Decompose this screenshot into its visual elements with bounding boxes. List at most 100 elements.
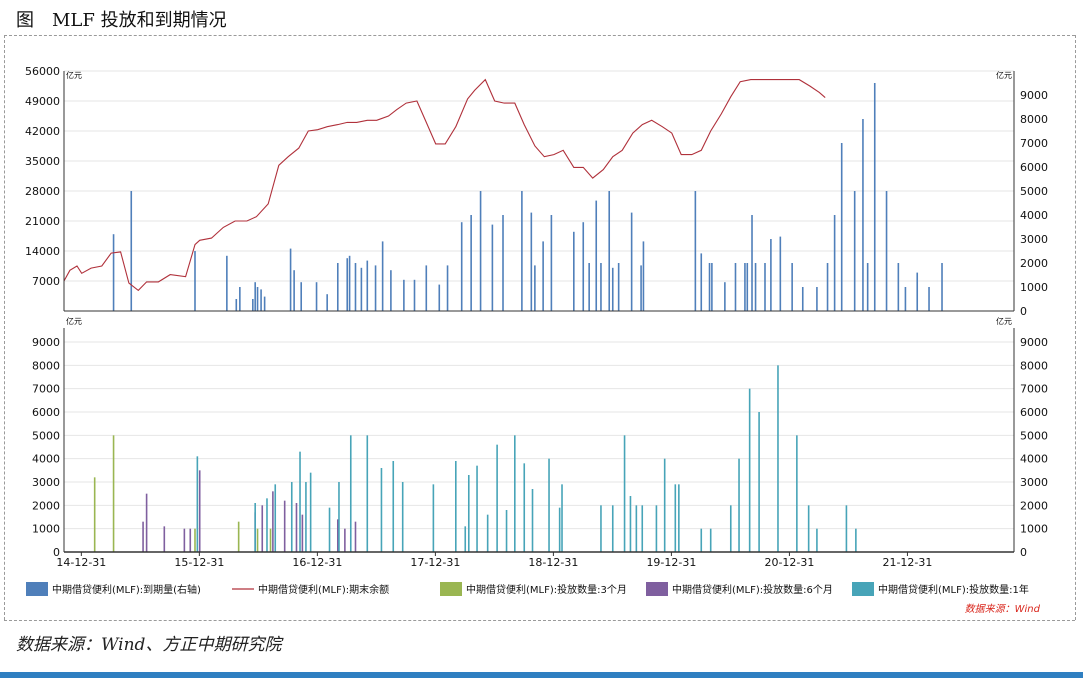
chart-source-note: 数据来源：Wind xyxy=(965,603,1041,615)
maturity-bar xyxy=(873,83,876,311)
maturity-bar xyxy=(801,287,804,311)
x-tick-label: 18-12-31 xyxy=(528,556,578,569)
maturity-bar xyxy=(862,119,864,311)
bottom-gridlines xyxy=(64,341,1014,530)
maturity-bar xyxy=(470,215,472,311)
bottom-right-tick: 2000 xyxy=(1020,499,1048,512)
issuance-bar-3 xyxy=(758,412,760,552)
bottom-left-tick: 4000 xyxy=(32,453,60,466)
legend-label: 中期借贷便利(MLF):投放数量:1年 xyxy=(878,583,1029,596)
issuance-bar-1 xyxy=(194,528,196,552)
issuance-bar-3 xyxy=(290,482,293,552)
top-right-tick: 6000 xyxy=(1020,161,1048,174)
maturity-bar xyxy=(595,200,598,311)
issuance-bar-3 xyxy=(523,463,526,552)
issuance-bar-3 xyxy=(505,510,508,552)
maturity-bar xyxy=(751,215,753,311)
bottom-right-unit: 亿元 xyxy=(996,316,1012,326)
bottom-left-tick: 6000 xyxy=(32,406,60,419)
maturity-bar xyxy=(734,263,737,311)
issuance-bar-2 xyxy=(142,521,144,552)
issuance-bar-3 xyxy=(558,507,561,552)
legend-label: 中期借贷便利(MLF):到期量(右轴) xyxy=(52,583,201,596)
x-tick-label: 14-12-31 xyxy=(56,556,106,569)
issuance-bar-2 xyxy=(344,528,346,552)
maturity-bar xyxy=(791,263,793,311)
issuance-bar-3 xyxy=(392,461,395,552)
maturity-bar xyxy=(640,265,642,311)
maturity-bar xyxy=(438,284,441,311)
issuance-bar-3 xyxy=(380,468,383,552)
issuance-bar-3 xyxy=(486,514,489,552)
legend-swatch xyxy=(852,582,874,596)
top-right-tick: 8000 xyxy=(1020,113,1048,126)
bottom-left-unit: 亿元 xyxy=(66,316,82,326)
top-left-tick: 28000 xyxy=(25,185,60,198)
top-left-unit: 亿元 xyxy=(66,70,82,80)
issuance-bar-3 xyxy=(531,489,534,552)
maturity-bar xyxy=(239,287,241,311)
bottom-right-tick: 8000 xyxy=(1020,359,1048,372)
issuance-bar-2 xyxy=(198,470,201,552)
maturity-bar xyxy=(235,299,238,311)
top-right-tick: 7000 xyxy=(1020,137,1048,150)
bottom-right-tick: 6000 xyxy=(1020,406,1048,419)
issuance-bar-3 xyxy=(338,482,340,552)
bottom-right-tick: 5000 xyxy=(1020,429,1048,442)
issuance-bar-3 xyxy=(401,482,404,552)
maturity-bar xyxy=(885,191,888,311)
maturity-bar xyxy=(360,267,363,311)
issuance-bar-2 xyxy=(301,514,304,552)
frame-bottom-border xyxy=(4,620,1075,621)
maturity-bar xyxy=(611,267,614,311)
legend: 中期借贷便利(MLF):到期量(右轴) 中期借贷便利(MLF):期末余额 中期借贷便… xyxy=(26,582,1029,596)
top-left-tick: 35000 xyxy=(25,155,60,168)
frame-left-border xyxy=(4,35,5,620)
maturity-bar xyxy=(374,265,377,311)
maturity-bar xyxy=(260,289,262,311)
legend-swatch xyxy=(440,582,462,596)
maturity-bar xyxy=(764,263,766,311)
issuance-bar-2 xyxy=(183,528,186,552)
top-left-tick: 49000 xyxy=(25,95,60,108)
top-maturity-bars xyxy=(112,83,943,311)
maturity-bar xyxy=(502,215,504,311)
maturity-bar xyxy=(381,241,384,311)
issuance-bar-3 xyxy=(196,456,199,552)
top-right-unit: 亿元 xyxy=(996,70,1012,80)
issuance-bar-1 xyxy=(93,477,96,552)
bottom-right-tick: 7000 xyxy=(1020,383,1048,396)
maturity-bar xyxy=(289,248,292,311)
issuance-bar-3 xyxy=(674,484,677,552)
mlf-balance-line xyxy=(63,78,826,292)
issuance-bar-3 xyxy=(845,505,848,552)
legend-label: 中期借贷便利(MLF):投放数量:6个月 xyxy=(672,583,833,596)
maturity-bar xyxy=(700,253,703,311)
maturity-bar xyxy=(600,263,602,311)
issuance-bar-3 xyxy=(266,498,268,552)
issuance-bar-1 xyxy=(112,435,115,552)
maturity-bar xyxy=(582,222,585,311)
bottom-right-tick-labels: 0 1000 2000 3000 4000 5000 6000 7000 8000 9000 xyxy=(1020,336,1048,559)
issuance-bar-2 xyxy=(145,493,148,552)
top-left-tick: 7000 xyxy=(32,275,60,288)
maturity-bar xyxy=(840,143,843,311)
maturity-bar xyxy=(521,191,523,311)
issuance-bar-3 xyxy=(328,507,331,552)
issuance-bar-2 xyxy=(354,521,357,552)
maturity-bar xyxy=(346,258,349,311)
maturity-bar xyxy=(630,212,633,311)
top-right-tick: 1000 xyxy=(1020,281,1048,294)
maturity-bar xyxy=(904,287,907,311)
maturity-bar xyxy=(348,255,351,311)
issuance-bar-2 xyxy=(283,500,286,552)
issuance-bar-3 xyxy=(678,484,680,552)
issuance-bar-3 xyxy=(855,528,857,552)
issuance-bar-3 xyxy=(600,505,602,552)
top-left-tick-labels: 7000 14000 21000 28000 35000 42000 49000 56000 xyxy=(25,65,60,288)
maturity-bar xyxy=(724,282,726,311)
issuance-bar-3 xyxy=(309,472,312,552)
issuance-bar-2 xyxy=(163,526,166,552)
top-right-tick: 2000 xyxy=(1020,257,1048,270)
top-right-tick: 0 xyxy=(1020,305,1027,318)
